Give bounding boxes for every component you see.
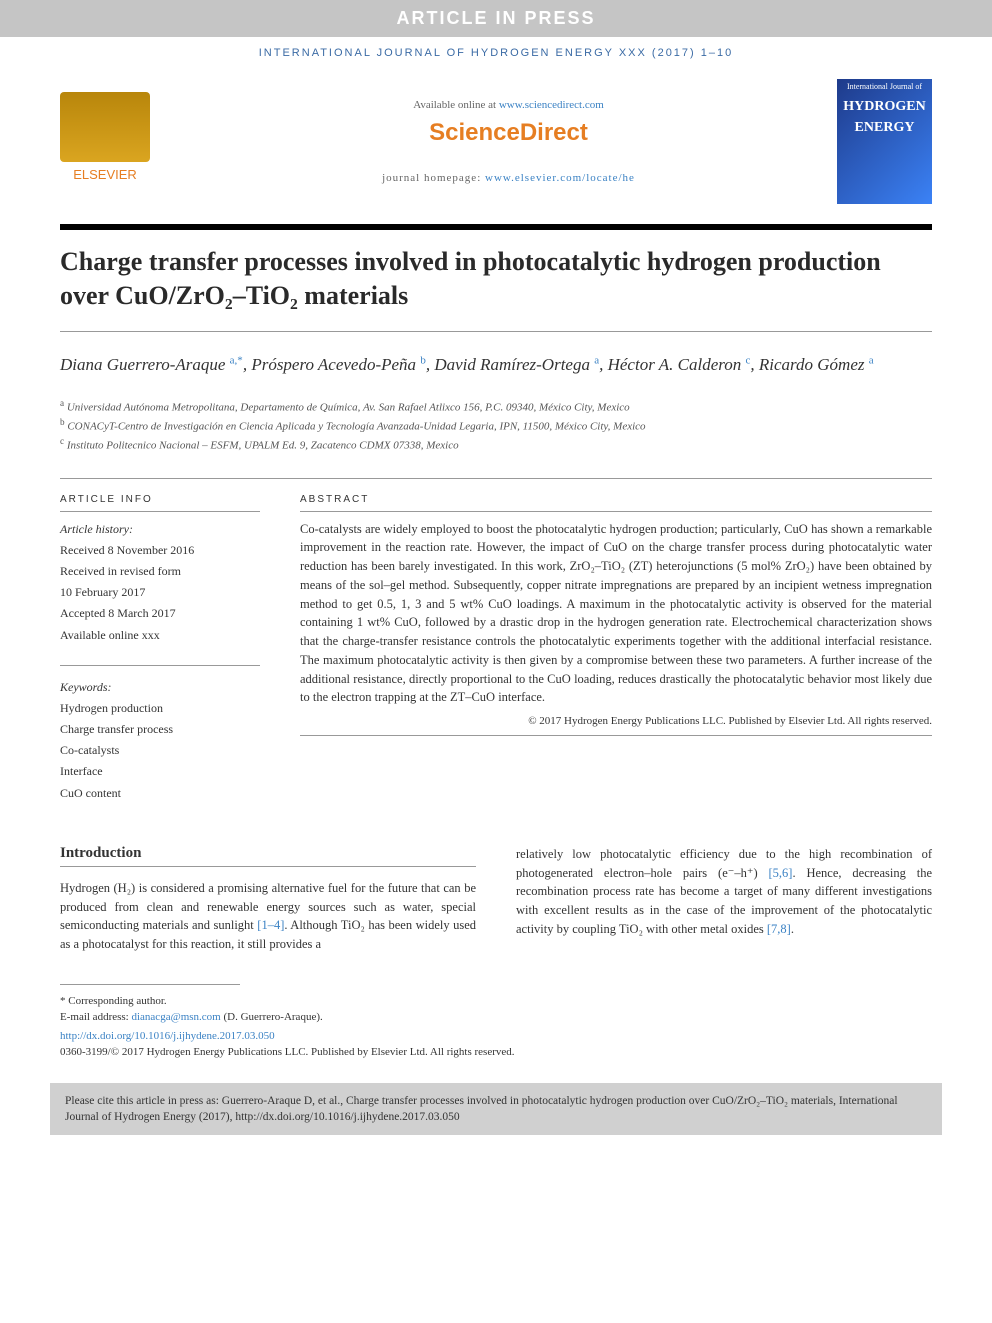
author-name: David Ramírez-Ortega [434, 355, 590, 374]
cover-title-1: HYDROGEN [837, 99, 932, 115]
doi-link[interactable]: http://dx.doi.org/10.1016/j.ijhydene.201… [60, 1030, 275, 1042]
history-label: Article history: [60, 520, 260, 539]
sciencedirect-link[interactable]: www.sciencedirect.com [499, 99, 604, 111]
header-center: Available online at www.sciencedirect.co… [180, 99, 837, 184]
author-sup: b [420, 354, 426, 366]
received-date: Received 8 November 2016 [60, 541, 260, 560]
author-name: Diana Guerrero-Araque [60, 355, 225, 374]
elsevier-text: ELSEVIER [60, 167, 150, 182]
keyword-2: Co-catalysts [60, 741, 260, 760]
corresponding-label: * Corresponding author. [60, 993, 932, 1010]
keyword-0: Hydrogen production [60, 699, 260, 718]
article-info: ARTICLE INFO Article history: Received 8… [60, 494, 260, 805]
introduction-section: Introduction Hydrogen (H₂) is considered… [0, 805, 992, 974]
corresponding-author: * Corresponding author. E-mail address: … [60, 993, 932, 1026]
affiliation-text: Instituto Politecnico Nacional – ESFM, U… [67, 440, 459, 452]
ref-link-7-8[interactable]: [7,8] [767, 922, 791, 936]
article-title: Charge transfer processes involved in ph… [0, 230, 992, 323]
keyword-3: Interface [60, 762, 260, 781]
affiliation-a: a Universidad Autónoma Metropolitana, De… [60, 397, 932, 416]
homepage-link[interactable]: www.elsevier.com/locate/he [485, 172, 635, 184]
abstract-heading: ABSTRACT [300, 494, 932, 512]
cover-title-2: ENERGY [837, 120, 932, 136]
article-info-heading: ARTICLE INFO [60, 494, 260, 512]
email-line: E-mail address: dianacga@msn.com (D. Gue… [60, 1009, 932, 1026]
revised-date: 10 February 2017 [60, 583, 260, 602]
affiliation-sup: c [60, 436, 64, 446]
keywords-section: Keywords: Hydrogen production Charge tra… [60, 665, 260, 803]
author-name: Ricardo Gómez [759, 355, 865, 374]
ref-link-5-6[interactable]: [5,6] [769, 866, 793, 880]
author-name: Héctor A. Calderon [608, 355, 742, 374]
affiliation-b: b CONACyT-Centro de Investigación en Cie… [60, 416, 932, 435]
header-section: ELSEVIER Available online at www.science… [0, 69, 992, 214]
keywords-content: Keywords: Hydrogen production Charge tra… [60, 678, 260, 803]
author-2: David Ramírez-Ortega a [434, 355, 599, 374]
keywords-divider [60, 665, 260, 674]
intro-col-right: relatively low photocatalytic efficiency… [516, 845, 932, 954]
author-0: Diana Guerrero-Araque a,* [60, 355, 243, 374]
introduction-heading: Introduction [60, 845, 476, 867]
elsevier-logo: ELSEVIER [60, 92, 150, 192]
authors-list: Diana Guerrero-Araque a,*, Próspero Acev… [0, 340, 992, 390]
email-link[interactable]: dianacga@msn.com [131, 1011, 220, 1023]
intro-text-right: relatively low photocatalytic efficiency… [516, 845, 932, 939]
abstract-copyright: © 2017 Hydrogen Energy Publications LLC.… [300, 715, 932, 727]
abstract-divider [300, 735, 932, 736]
available-online-text: Available online at www.sciencedirect.co… [180, 99, 837, 111]
email-name: (D. Guerrero-Araque). [221, 1011, 323, 1023]
author-sup: a,* [230, 354, 243, 366]
journal-cover-image: International Journal of HYDROGEN ENERGY [837, 79, 932, 204]
affiliation-sup: b [60, 417, 65, 427]
author-3: Héctor A. Calderon c [608, 355, 751, 374]
abstract-text: Co-catalysts are widely employed to boos… [300, 520, 932, 708]
sciencedirect-logo: ScienceDirect [180, 119, 837, 147]
intro-col-left: Introduction Hydrogen (H₂) is considered… [60, 845, 476, 954]
article-history: Article history: Received 8 November 201… [60, 520, 260, 645]
footer-copyright: 0360-3199/© 2017 Hydrogen Energy Publica… [60, 1046, 932, 1058]
accepted-date: Accepted 8 March 2017 [60, 604, 260, 623]
homepage-label: journal homepage: [382, 172, 485, 184]
footer-divider [60, 984, 240, 985]
affiliation-c: c Instituto Politecnico Nacional – ESFM,… [60, 435, 932, 454]
revised-label: Received in revised form [60, 562, 260, 581]
keyword-4: CuO content [60, 784, 260, 803]
author-4: Ricardo Gómez a [759, 355, 874, 374]
title-bottom-divider [60, 331, 932, 332]
email-label: E-mail address: [60, 1011, 131, 1023]
cover-journal-name: International Journal of [837, 79, 932, 94]
intro-columns: Introduction Hydrogen (H₂) is considered… [60, 845, 932, 954]
online-date: Available online xxx [60, 626, 260, 645]
affiliation-text: Universidad Autónoma Metropolitana, Depa… [67, 402, 630, 414]
article-in-press-banner: ARTICLE IN PRESS [0, 0, 992, 37]
info-abstract-section: ARTICLE INFO Article history: Received 8… [0, 494, 992, 805]
author-sup: a [594, 354, 599, 366]
affiliation-sup: a [60, 398, 64, 408]
citation-box: Please cite this article in press as: Gu… [50, 1083, 942, 1135]
available-label: Available online at [413, 99, 499, 111]
author-1: Próspero Acevedo-Peña b [251, 355, 426, 374]
section-divider [60, 478, 932, 479]
journal-homepage: journal homepage: www.elsevier.com/locat… [180, 172, 837, 184]
affiliation-text: CONACyT-Centro de Investigación en Cienc… [67, 421, 645, 433]
elsevier-tree-icon [60, 92, 150, 162]
affiliations: a Universidad Autónoma Metropolitana, De… [0, 389, 992, 462]
footer-section: * Corresponding author. E-mail address: … [0, 974, 992, 1068]
keywords-heading: Keywords: [60, 678, 260, 697]
keyword-1: Charge transfer process [60, 720, 260, 739]
ref-link-1-4[interactable]: [1–4] [257, 918, 284, 932]
abstract-section: ABSTRACT Co-catalysts are widely employe… [300, 494, 932, 805]
author-sup: a [869, 354, 874, 366]
intro-text-left: Hydrogen (H₂) is considered a promising … [60, 879, 476, 954]
author-name: Próspero Acevedo-Peña [251, 355, 416, 374]
author-sup: c [746, 354, 751, 366]
journal-reference: INTERNATIONAL JOURNAL OF HYDROGEN ENERGY… [0, 37, 992, 69]
intro-text-2-cont2: . [791, 922, 794, 936]
